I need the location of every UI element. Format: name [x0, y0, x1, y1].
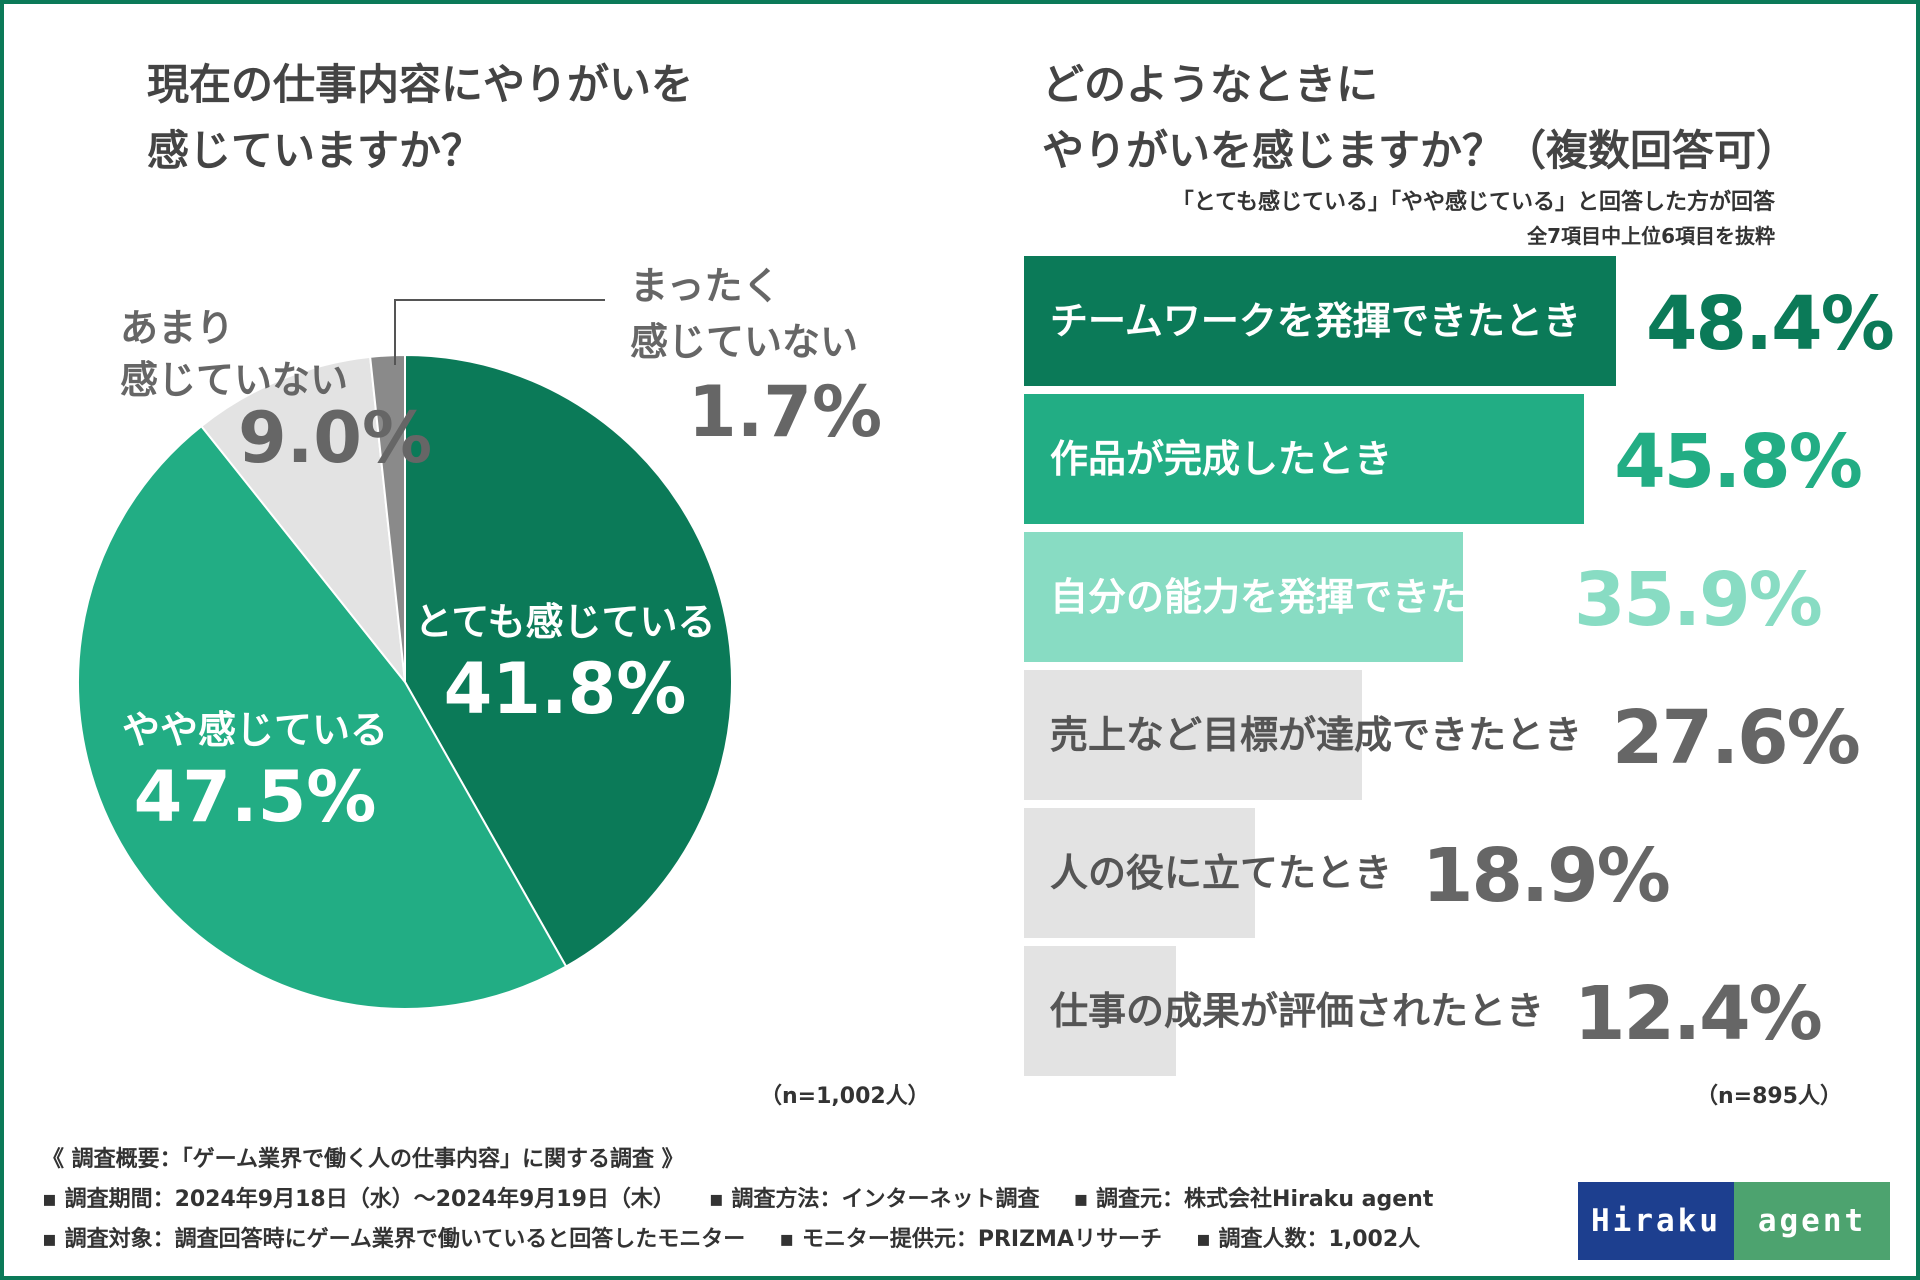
bar	[1024, 256, 1616, 386]
bar-row: 自分の能力を発揮できたとき 35.9%	[1024, 532, 1844, 662]
bar-row: 人の役に立てたとき 18.9%	[1024, 808, 1844, 938]
bar-value-label: 27.6%	[1612, 695, 1861, 781]
footer-method: ▪ 調査方法：インターネット調査	[708, 1187, 1040, 1212]
pie-slice-1	[404, 353, 733, 968]
bar	[1024, 946, 1176, 1076]
bar-chart-title: どのようなときに やりがいを感じますか？（複数回答可）	[1042, 52, 1798, 184]
bar-row: 仕事の成果が評価されたとき 12.4%	[1024, 946, 1844, 1076]
bar-label: 売上など目標が達成できたとき	[1050, 713, 1583, 757]
bar-value-label: 18.9%	[1422, 833, 1671, 919]
footer-line-3: ▪ 調査対象：調査回答時にゲーム業界で働いていると回答したモニター ▪ モニター提…	[42, 1220, 1433, 1260]
pie-sample-size: （n=1,002人）	[760, 1084, 930, 1109]
bar	[1024, 532, 1464, 662]
bar-row: チームワークを発揮できたとき 48.4%	[1024, 256, 1895, 386]
footer-target: ▪ 調査対象：調査回答時にゲーム業界で働いていると回答したモニター	[42, 1227, 746, 1252]
bar-label: 自分の能力を発揮できたとき	[1050, 575, 1545, 619]
bar-value-label: 48.4%	[1646, 281, 1895, 367]
pie-slice-4	[369, 353, 406, 683]
footer-line-2: ▪ 調査期間：2024年9月18日（水）～2024年9月19日（木） ▪ 調査方法…	[42, 1180, 1433, 1220]
pie-slice-2	[77, 424, 568, 1010]
footer-heading: 《 調査概要：「ゲーム業界で働く人の仕事内容」に関する調査 》	[42, 1147, 684, 1172]
pie-slice-4-value: 1.7%	[688, 371, 883, 453]
footer-period: ▪ 調査期間：2024年9月18日（水）～2024年9月19日（木）	[42, 1187, 675, 1212]
bar-label: 人の役に立てたとき	[1050, 851, 1393, 895]
pie-slice-1-label: とても感じている	[414, 600, 716, 644]
logo-hiraku: Hiraku	[1578, 1182, 1734, 1260]
bar-label: 仕事の成果が評価されたとき	[1050, 989, 1545, 1033]
bar-row: 売上など目標が達成できたとき 27.6%	[1024, 670, 1861, 800]
bar-subtitle: 「とても感じている」「やや感じている」と回答した方が回答	[1171, 190, 1775, 215]
pie-title-line1: 現在の仕事内容にやりがいを	[147, 60, 694, 109]
footer-count: ▪ 調査人数：1,002人	[1195, 1227, 1421, 1252]
bar-chart: チームワークを発揮できたとき 48.4% 作品が完成したとき 45.8% 自分の能力を発…	[1024, 256, 1895, 1080]
pie-slice-3	[199, 355, 407, 686]
pie-slice-3-value: 9.0%	[238, 397, 433, 479]
pie-slice-4-label-line2: 感じていない	[630, 320, 859, 364]
logo-agent: agent	[1734, 1182, 1890, 1260]
pie-label-slice-4: まったく 感じていない 1.7%	[630, 258, 882, 454]
bar	[1024, 808, 1256, 938]
pie-label-slice-3: あまり 感じていない 9.0%	[120, 302, 432, 480]
bar	[1024, 670, 1362, 800]
pie-chart-title: 現在の仕事内容にやりがいを 感じていますか？	[147, 52, 693, 184]
bar-title-line2: やりがいを感じますか？（複数回答可）	[1042, 126, 1799, 175]
bar-label: チームワークを発揮できたとき	[1050, 299, 1581, 343]
bar-value-label: 45.8%	[1614, 419, 1863, 505]
bar-sample-size: （n=895人）	[1695, 1084, 1842, 1109]
bar-value-label: 12.4%	[1574, 971, 1823, 1057]
bar-row: 作品が完成したとき 45.8%	[1024, 394, 1863, 524]
footer-source: ▪ 調査元：株式会社Hiraku agent	[1073, 1187, 1434, 1212]
bar-label: 作品が完成したとき	[1050, 437, 1393, 481]
pie-label-slice-2: やや感じている 47.5%	[95, 705, 415, 839]
pie-label-slice-1: とても感じている 41.8%	[395, 597, 735, 731]
bar-title-line1: どのようなときに	[1042, 60, 1379, 109]
pie-slice-3-label-line2: 感じていない	[120, 358, 349, 402]
hiraku-agent-logo: Hiraku agent	[1578, 1182, 1890, 1260]
pie-leader-line	[394, 299, 605, 365]
bar	[1024, 394, 1585, 524]
pie-slice-3-label-line1: あまり	[120, 306, 235, 350]
pie-slice-2-value: 47.5%	[133, 756, 377, 838]
survey-footer: 《 調査概要：「ゲーム業界で働く人の仕事内容」に関する調査 》 ▪ 調査期間：2…	[42, 1140, 1433, 1260]
pie-slice-4-label-line1: まったく	[630, 264, 781, 308]
footer-monitor: ▪ モニター提供元：PRIZMAリサーチ	[779, 1227, 1162, 1252]
bar-subtitle-note: 全7項目中上位6項目を抜粋	[1527, 224, 1775, 248]
pie-title-line2: 感じていますか？	[147, 126, 484, 175]
pie-slice-1-value: 41.8%	[443, 648, 687, 730]
pie-slice-2-label: やや感じている	[121, 708, 388, 752]
pie-chart	[77, 299, 733, 1010]
bar-value-label: 35.9%	[1574, 557, 1823, 643]
